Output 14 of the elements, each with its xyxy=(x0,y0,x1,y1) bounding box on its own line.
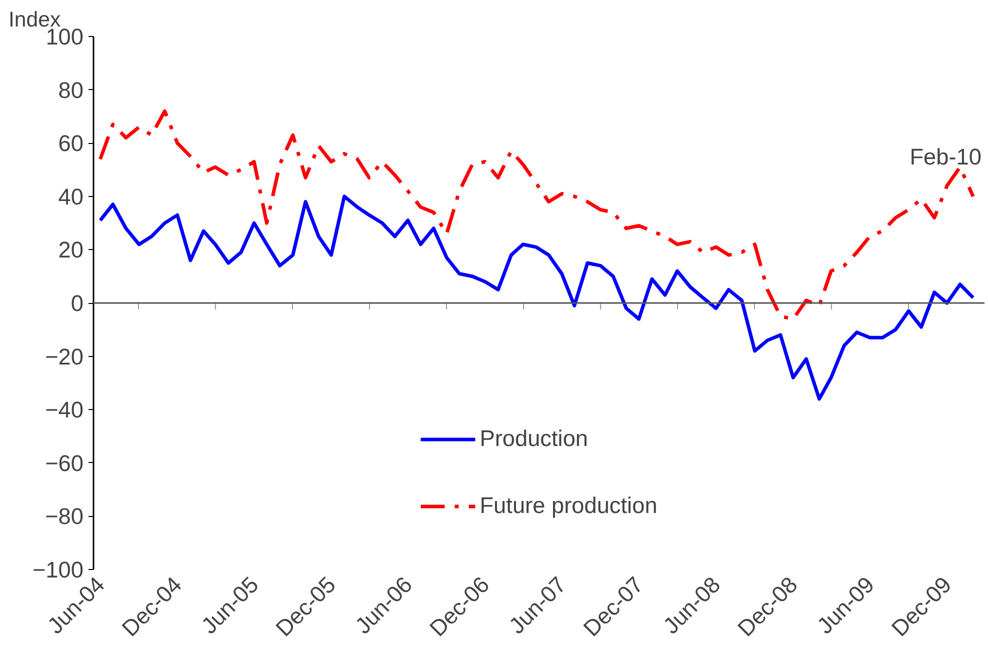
y-tick-label: 80 xyxy=(58,76,84,103)
annotation: Feb-10 xyxy=(910,144,982,170)
y-tick-label: −80 xyxy=(45,503,84,530)
y-tick-label: 0 xyxy=(70,290,84,316)
y-tick-label: −40 xyxy=(45,396,84,423)
y-tick-label: 60 xyxy=(58,130,84,156)
y-tick-label: −100 xyxy=(32,556,84,582)
line-series xyxy=(98,194,975,401)
y-tick-label: 40 xyxy=(58,183,84,210)
legend-label: Future production xyxy=(480,492,658,519)
y-tick-label: −60 xyxy=(45,450,84,476)
y-tick-label: −20 xyxy=(45,343,84,370)
y-tick-label: 20 xyxy=(58,236,84,263)
legend-label: Production xyxy=(480,425,588,452)
